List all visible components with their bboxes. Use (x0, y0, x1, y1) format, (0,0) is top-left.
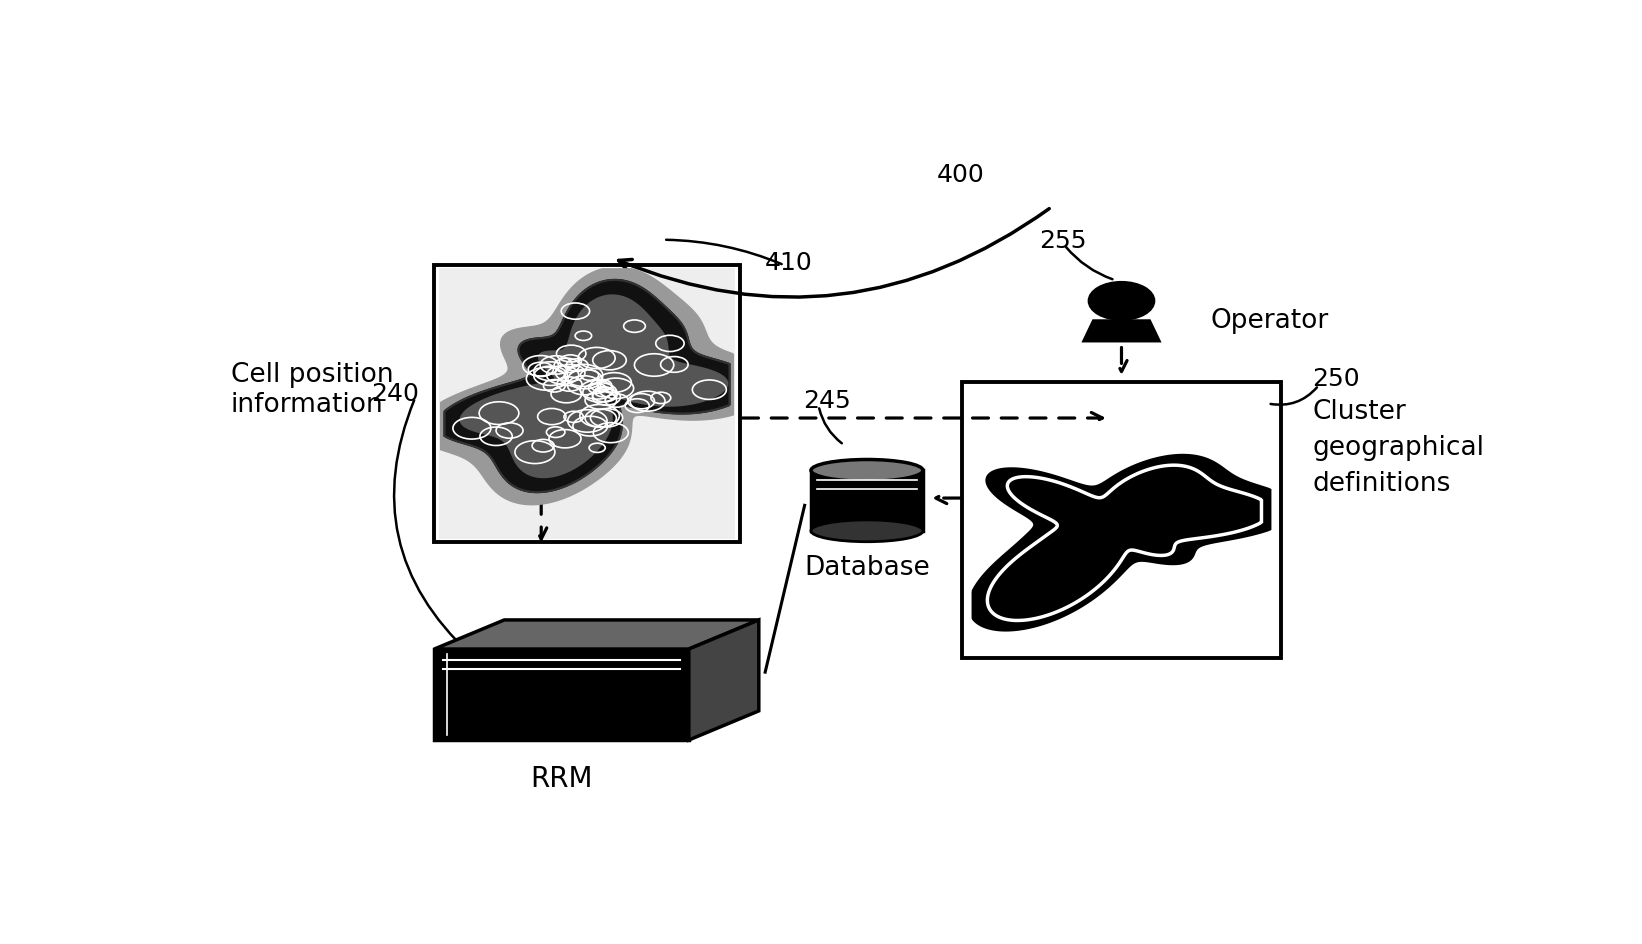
Polygon shape (440, 270, 734, 505)
Polygon shape (811, 471, 923, 531)
Circle shape (1089, 283, 1154, 320)
Polygon shape (690, 620, 759, 740)
Polygon shape (445, 280, 729, 493)
Text: Cell position
information: Cell position information (230, 362, 394, 417)
Text: 245: 245 (803, 388, 851, 413)
Ellipse shape (811, 460, 923, 481)
Polygon shape (433, 620, 759, 649)
FancyBboxPatch shape (967, 385, 1276, 655)
Polygon shape (1084, 321, 1159, 342)
Text: 240: 240 (371, 381, 419, 405)
Text: Database: Database (805, 554, 929, 581)
Polygon shape (972, 455, 1271, 631)
FancyBboxPatch shape (433, 266, 739, 542)
Text: 255: 255 (1039, 228, 1087, 252)
Text: 250: 250 (1312, 366, 1360, 391)
Polygon shape (445, 280, 729, 493)
Text: RRM: RRM (530, 765, 593, 792)
Polygon shape (433, 649, 690, 740)
Ellipse shape (811, 520, 923, 542)
FancyBboxPatch shape (962, 382, 1281, 659)
Text: 400: 400 (938, 163, 985, 187)
Text: 410: 410 (765, 250, 813, 275)
Polygon shape (460, 295, 729, 479)
Text: Operator: Operator (1210, 308, 1328, 333)
Text: Cluster
geographical
definitions: Cluster geographical definitions (1312, 398, 1484, 497)
FancyBboxPatch shape (440, 269, 734, 539)
